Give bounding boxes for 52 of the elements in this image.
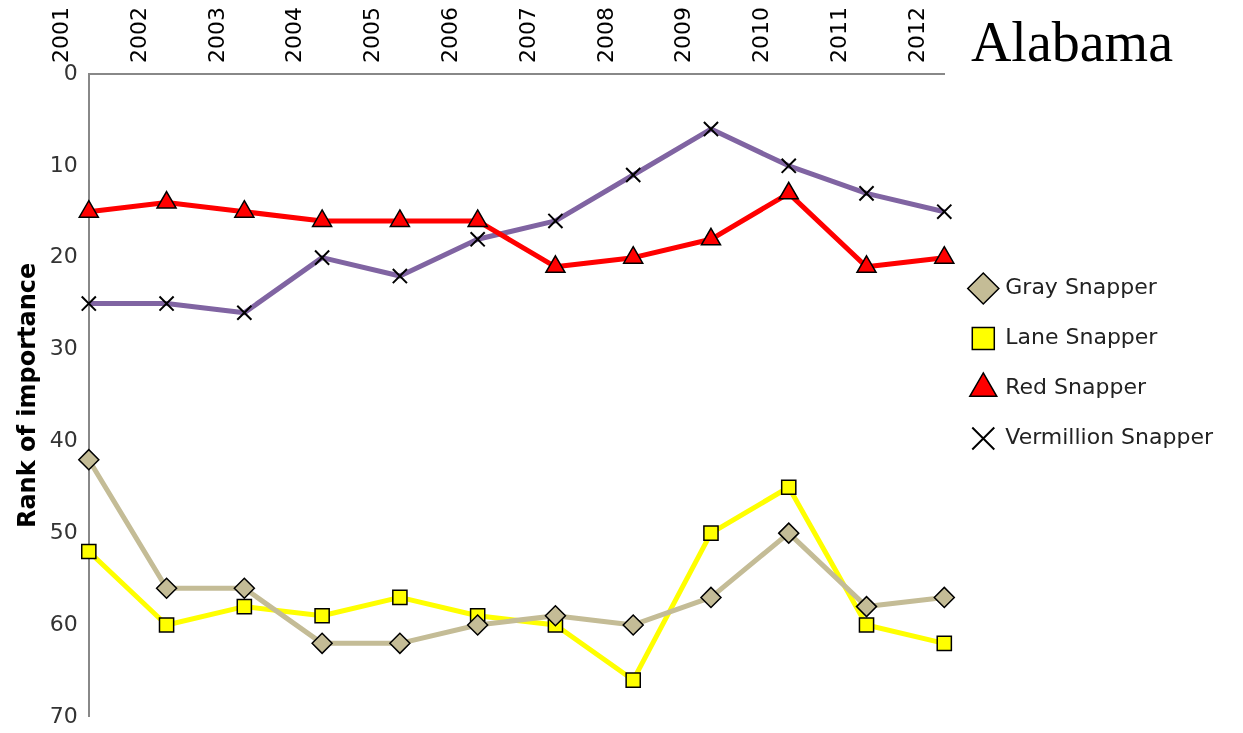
point: [703, 525, 719, 541]
x-tick-label: 2007: [514, 6, 540, 63]
legend-label: Lane Snapper: [1005, 324, 1159, 350]
x-tick-label: 2012: [903, 6, 929, 63]
point: [858, 617, 875, 633]
point: [78, 448, 100, 471]
x-tick-label: 2008: [592, 6, 618, 63]
point: [233, 577, 256, 599]
legend-label: Gray Snapper: [1005, 274, 1158, 300]
point: [80, 543, 97, 560]
x-tick-label: 2004: [281, 6, 307, 63]
legend-label: Vermillion Snapper: [1005, 424, 1214, 450]
point: [466, 614, 489, 636]
x-tick-label: 2009: [670, 6, 696, 63]
point: [467, 209, 488, 228]
legend-label: Red Snapper: [1005, 374, 1147, 400]
point: [314, 607, 330, 624]
point: [936, 635, 953, 652]
text: Alabama: [970, 10, 1173, 74]
point: [700, 586, 722, 609]
point: [155, 577, 178, 599]
point: [236, 598, 253, 615]
point: [625, 672, 642, 688]
y-tick-label: 70: [49, 702, 78, 728]
x-tick-label: 2003: [203, 6, 229, 63]
y-tick-label: 30: [49, 335, 78, 361]
point: [389, 632, 411, 655]
point: [392, 589, 408, 606]
point: [778, 522, 800, 544]
point: [622, 614, 644, 636]
point: [545, 255, 566, 274]
point: [933, 586, 956, 609]
point: [544, 605, 567, 627]
point: [389, 209, 411, 228]
point: [856, 255, 877, 274]
x-tick-label: 2002: [125, 6, 151, 63]
point: [311, 632, 333, 655]
point: [158, 617, 175, 633]
point: [780, 479, 797, 496]
y-tick-label: 20: [49, 243, 78, 269]
y-tick-label: 50: [49, 518, 78, 544]
y-tick-label: 60: [49, 610, 78, 636]
y-tick-label: 10: [49, 151, 78, 177]
x-tick-label: 2001: [48, 6, 74, 63]
x-tick-label: 2010: [748, 6, 774, 63]
point: [311, 209, 333, 228]
x-tick-label: 2006: [436, 6, 462, 63]
y-axis-title: Rank of importance: [12, 262, 41, 529]
x-tick-label: 2005: [359, 6, 385, 63]
point: [855, 595, 878, 618]
y-tick-label: 40: [49, 427, 78, 453]
x-tick-label: 2011: [825, 6, 851, 63]
